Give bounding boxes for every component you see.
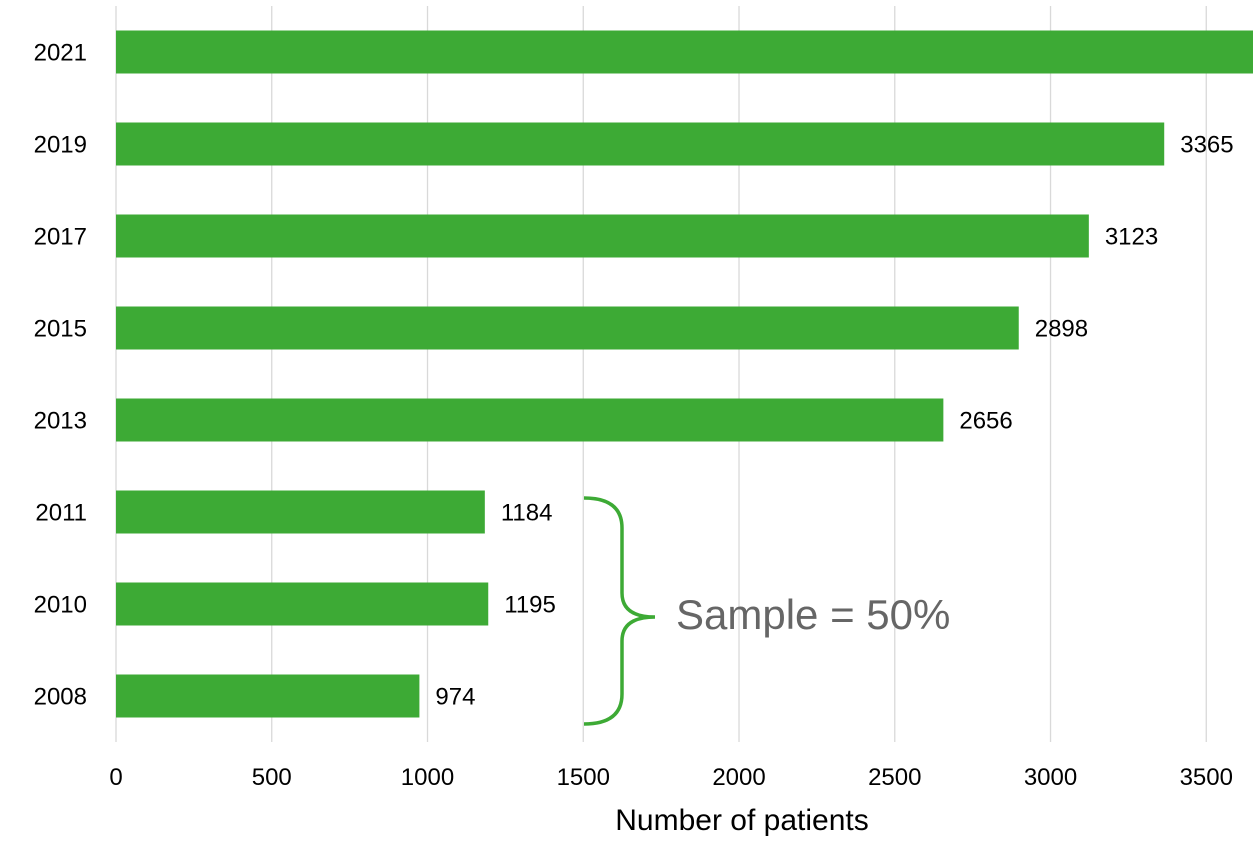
annotation-text: Sample = 50% [676,591,950,638]
category-label: 2019 [34,132,87,159]
category-labels: 2021 2019 2017 2015 2013 2011 2010 2008 [34,40,87,711]
category-label: 2010 [34,592,87,619]
data-label-2015: 2898 [1035,316,1088,343]
bar-2008 [116,674,420,718]
data-label-2010: 1195 [504,592,556,619]
data-label-2019: 3365 [1180,132,1233,159]
annotation-brace [583,496,656,726]
x-tick-label: 3000 [1024,764,1077,791]
bar-2013 [116,398,944,442]
x-tick-label: 0 [109,764,122,791]
category-label: 2008 [34,684,87,711]
x-tick-label: 1000 [401,764,454,791]
bar-2017 [116,214,1089,258]
bars [116,30,1253,718]
x-tick-label: 500 [252,764,292,791]
x-tick-label: 1500 [557,764,610,791]
data-label-2011: 1184 [501,500,553,527]
gridlines [115,6,1207,742]
value-labels: 3365 3123 2898 2656 1184 1195 974 [435,132,1233,711]
bar-2010 [116,582,489,626]
bar-2011 [116,490,485,534]
x-tick-label: 3500 [1180,764,1233,791]
category-label: 2011 [35,500,87,527]
data-label-2017: 3123 [1105,224,1158,251]
bar-2019 [116,122,1165,166]
bar-2015 [116,306,1019,350]
category-label: 2021 [34,40,87,67]
x-tick-label: 2500 [868,764,921,791]
category-label: 2013 [34,408,87,435]
data-label-2008: 974 [435,684,475,711]
bar-2021 [116,30,1253,74]
x-tick-label: 2000 [712,764,765,791]
category-label: 2015 [34,316,87,343]
x-axis-title: Number of patients [615,804,868,837]
x-tick-labels: 0 500 1000 1500 2000 2500 3000 3500 [109,764,1233,791]
category-label: 2017 [34,224,87,251]
data-label-2013: 2656 [959,408,1012,435]
